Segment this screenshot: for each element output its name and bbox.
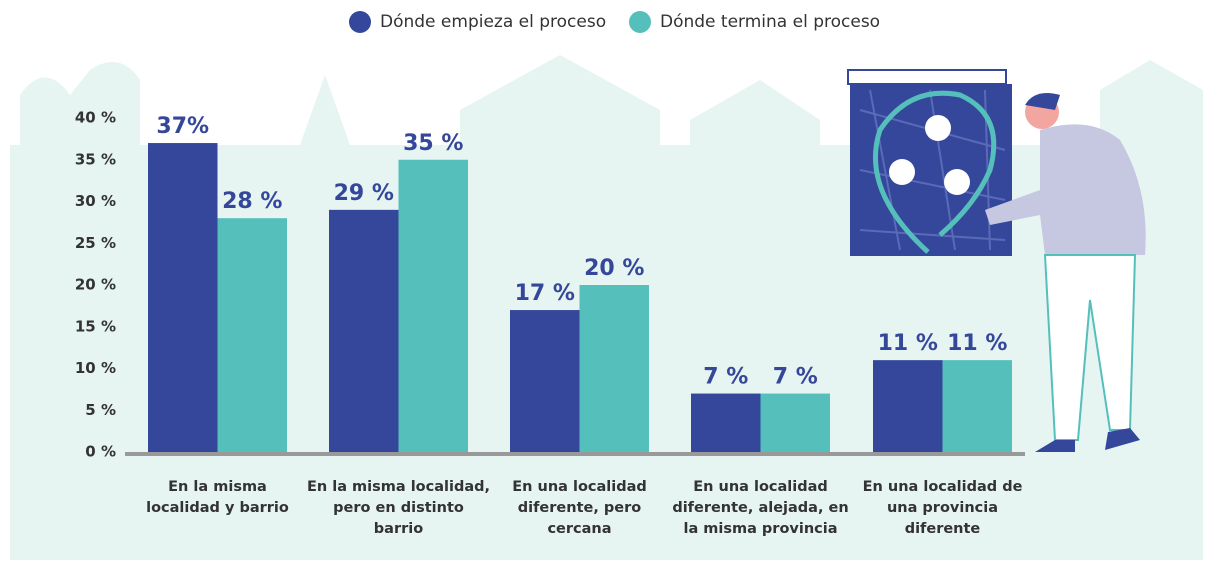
value-label: 11 % — [878, 331, 938, 356]
y-tick-label: 40 % — [75, 109, 116, 127]
x-tick-label: En una localidad de una provincia diferent… — [863, 479, 1023, 537]
x-tick-label: En la misma localidad y barrio — [146, 479, 289, 516]
y-tick-label: 5 % — [85, 401, 116, 419]
x-tick-label: En una localidad diferente, pero cercana — [512, 479, 647, 537]
bar — [942, 360, 1012, 452]
bar — [579, 285, 649, 452]
legend-label: Dónde termina el proceso — [660, 12, 880, 32]
value-label: 29 % — [334, 181, 394, 206]
illustration — [847, 69, 1146, 452]
y-tick-label: 10 % — [75, 359, 116, 377]
bar — [691, 393, 761, 452]
legend-label: Dónde empieza el proceso — [380, 12, 606, 32]
y-tick-label: 35 % — [75, 150, 116, 168]
bar — [510, 310, 580, 452]
x-tick-label: En una localidad diferente, alejada, en la… — [672, 479, 848, 537]
bar — [760, 393, 830, 452]
bar — [148, 143, 218, 453]
value-label: 11 % — [947, 331, 1007, 356]
value-label: 17 % — [515, 281, 575, 306]
bar — [398, 159, 468, 452]
value-label: 7 % — [703, 365, 748, 390]
y-tick-label: 20 % — [75, 276, 116, 294]
legend-marker — [349, 11, 371, 33]
value-label: 37% — [156, 114, 209, 139]
y-tick-label: 25 % — [75, 234, 116, 252]
value-label: 7 % — [773, 365, 818, 390]
bar — [217, 218, 287, 452]
y-tick-label: 0 % — [85, 443, 116, 461]
value-label: 28 % — [222, 189, 282, 214]
value-label: 35 % — [403, 131, 463, 156]
legend-marker — [629, 11, 651, 33]
bar — [329, 209, 399, 452]
x-tick-label: En la misma localidad, pero en distinto ba… — [307, 479, 490, 537]
bar — [873, 360, 943, 452]
y-tick-label: 15 % — [75, 317, 116, 335]
value-label: 20 % — [584, 256, 644, 281]
y-tick-label: 30 % — [75, 192, 116, 210]
